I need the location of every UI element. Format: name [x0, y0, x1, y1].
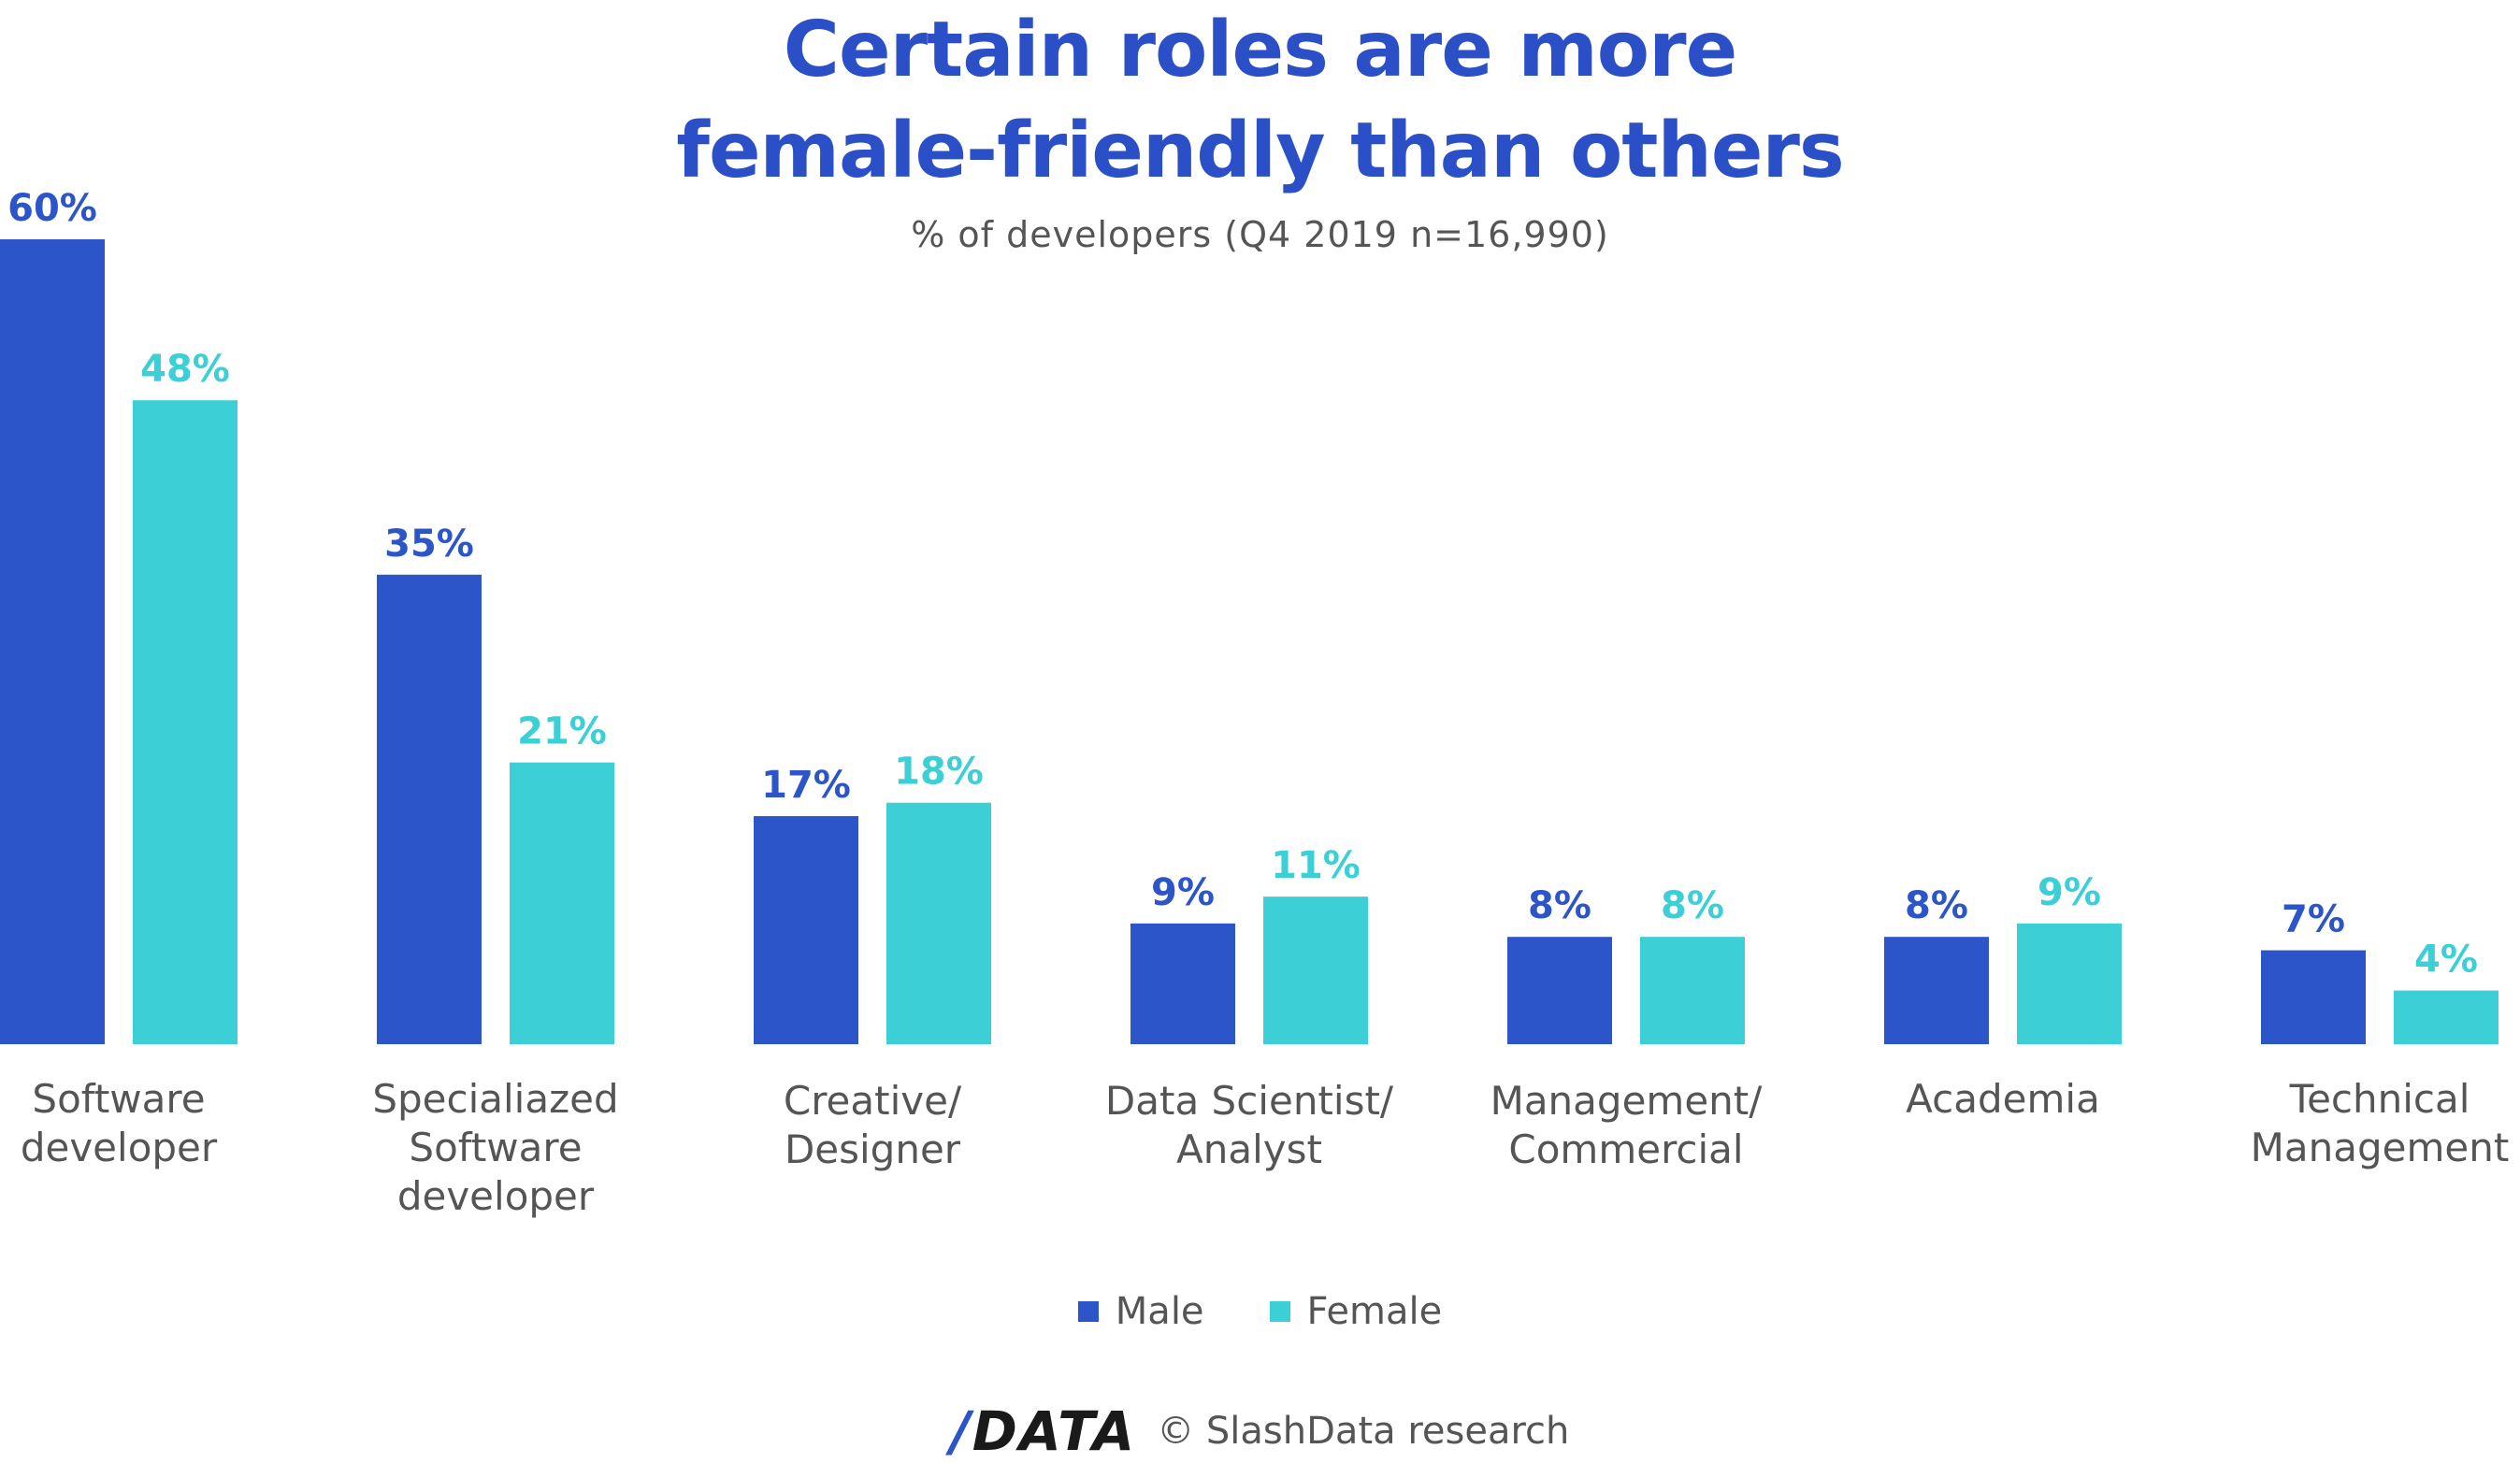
bar-male-3	[1130, 923, 1235, 1044]
category-label-1-line-0: Specialiazed	[372, 1076, 618, 1122]
data-label-male-6: 7%	[2282, 898, 2345, 941]
bar-male-2	[754, 816, 858, 1044]
category-label-4-line-1: Commercial	[1508, 1126, 1743, 1172]
category-label-5-line-0: Academia	[1906, 1076, 2100, 1122]
category-label-0-line-1: developer	[21, 1125, 218, 1170]
category-label-6-line-0: Technical	[2289, 1076, 2470, 1122]
legend-label-male: Male	[1115, 1290, 1204, 1333]
data-label-male-0: 60%	[7, 187, 97, 230]
legend-item-male: Male	[1077, 1290, 1204, 1333]
bar-male-6	[2261, 950, 2366, 1044]
legend-label-female: Female	[1306, 1290, 1443, 1333]
bar-female-5	[2017, 923, 2122, 1044]
category-label-0-line-0: Software	[32, 1076, 205, 1122]
category-label-2-line-0: Creative/	[784, 1078, 962, 1124]
slashdata-logo: /DATA	[950, 1399, 1137, 1463]
title-line-1: Certain roles are more	[783, 6, 1737, 94]
category-label-6-line-1: Management	[2251, 1125, 2510, 1170]
category-label-3-line-0: Data Scientist/	[1105, 1078, 1394, 1124]
data-label-male-5: 8%	[1905, 884, 1968, 927]
bar-female-6	[2394, 990, 2498, 1044]
data-label-male-1: 35%	[384, 523, 474, 566]
chart-title: Certain roles are more female-friendly t…	[0, 0, 2520, 202]
data-label-male-3: 9%	[1151, 871, 1215, 914]
bar-female-4	[1640, 937, 1745, 1044]
data-label-male-2: 17%	[761, 764, 851, 807]
bar-male-1	[377, 574, 482, 1044]
category-label-4-line-0: Management/	[1490, 1078, 1764, 1124]
bar-female-0	[133, 400, 238, 1044]
bar-female-3	[1263, 896, 1368, 1044]
legend-swatch-female	[1269, 1301, 1290, 1322]
data-label-female-3: 11%	[1271, 844, 1361, 887]
bar-female-1	[510, 762, 614, 1044]
bar-male-5	[1884, 937, 1989, 1044]
data-label-male-4: 8%	[1528, 884, 1591, 927]
category-label-3-line-1: Analyst	[1176, 1126, 1322, 1172]
data-label-female-0: 48%	[140, 348, 230, 391]
legend-swatch-male	[1077, 1301, 1099, 1322]
data-label-female-5: 9%	[2038, 871, 2101, 914]
data-label-female-2: 18%	[894, 751, 984, 794]
title-line-2: female-friendly than others	[676, 107, 1844, 195]
chart-subtitle: % of developers (Q4 2019 n=16,990)	[911, 214, 1609, 255]
category-label-2-line-1: Designer	[785, 1126, 961, 1172]
legend-item-female: Female	[1269, 1290, 1443, 1333]
legend: Male Female	[0, 1290, 2520, 1333]
footer: /DATA © SlashData research	[0, 1399, 2520, 1463]
data-label-female-4: 8%	[1661, 884, 1724, 927]
data-label-female-6: 4%	[2414, 939, 2478, 982]
category-label-1-line-1: Software	[409, 1125, 582, 1170]
bar-chart: 60%48%Softwaredeveloper35%21%Specialiaze…	[0, 187, 2510, 1219]
credit-text: © SlashData research	[1157, 1410, 1570, 1453]
category-label-1-line-2: developer	[397, 1173, 595, 1219]
data-label-female-1: 21%	[517, 710, 607, 753]
bar-male-0	[0, 239, 105, 1044]
bar-female-2	[886, 802, 991, 1044]
bar-male-4	[1507, 937, 1612, 1044]
